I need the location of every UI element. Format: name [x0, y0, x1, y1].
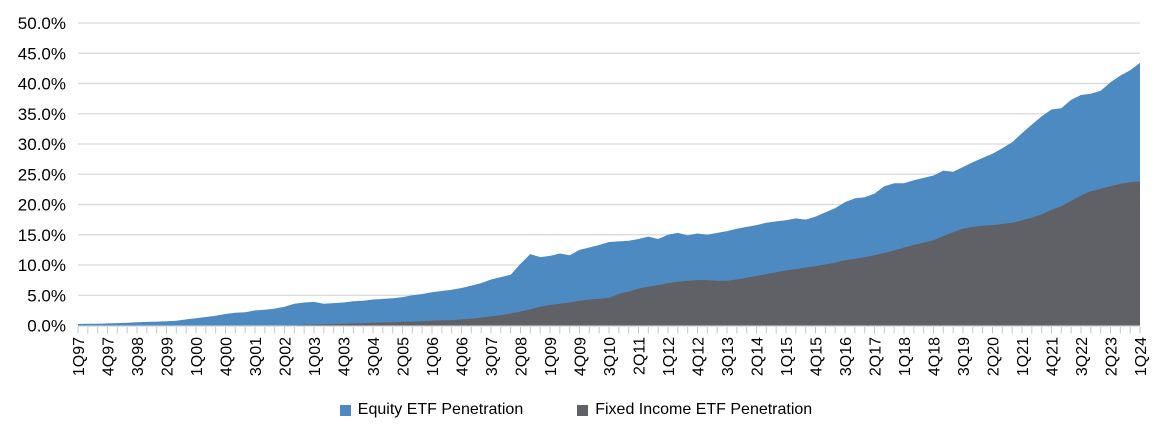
x-axis-label: 1Q21 — [1015, 337, 1032, 376]
x-axis-label: 3Q04 — [366, 337, 383, 376]
x-axis-label: 4Q97 — [101, 337, 118, 376]
x-axis-label: 2Q11 — [632, 337, 649, 375]
x-axis-label: 4Q09 — [573, 337, 590, 376]
x-axis-label: 2Q20 — [986, 337, 1003, 376]
legend-item-equity: Equity ETF Penetration — [339, 401, 524, 419]
x-axis-label: 3Q01 — [248, 337, 265, 376]
x-axis-label: 4Q18 — [927, 337, 944, 376]
x-axis-label: 2Q99 — [160, 337, 177, 376]
y-axis-label: 40.0% — [18, 75, 66, 94]
x-axis-label: 4Q21 — [1045, 337, 1062, 376]
y-axis-label: 50.0% — [18, 14, 66, 33]
x-axis-label: 4Q06 — [455, 337, 472, 376]
x-axis-label: 4Q12 — [691, 337, 708, 376]
y-axis-label: 35.0% — [18, 105, 66, 124]
y-axis-label: 10.0% — [18, 256, 66, 275]
fixed-income-area — [78, 181, 1140, 326]
x-axis-label: 4Q15 — [809, 337, 826, 376]
x-axis-label: 1Q24 — [1133, 337, 1150, 376]
y-axis-label: 5.0% — [27, 286, 66, 305]
y-axis-label: 20.0% — [18, 196, 66, 215]
x-axis-label: 1Q18 — [897, 337, 914, 376]
x-axis-label: 1Q03 — [307, 337, 324, 376]
legend-label-equity: Equity ETF Penetration — [357, 401, 524, 418]
legend-swatch-equity-icon — [339, 404, 351, 416]
x-axis-label: 3Q19 — [956, 337, 973, 376]
y-axis-label: 30.0% — [18, 135, 66, 154]
x-axis-label: 2Q14 — [750, 337, 767, 376]
chart-legend: Equity ETF Penetration Fixed Income ETF … — [0, 401, 1152, 419]
y-axis-label: 45.0% — [18, 44, 66, 63]
y-axis-label: 15.0% — [18, 226, 66, 245]
legend-label-fixed-income: Fixed Income ETF Penetration — [595, 401, 813, 418]
x-axis-label: 3Q98 — [130, 337, 147, 376]
x-axis-label: 1Q00 — [189, 337, 206, 376]
x-axis-label: 3Q10 — [602, 337, 619, 376]
x-axis-label: 1Q15 — [779, 337, 796, 376]
x-axis-label: 1Q09 — [543, 337, 560, 376]
x-axis-label: 1Q97 — [71, 337, 88, 376]
legend-swatch-fixed-income-icon — [577, 404, 589, 416]
x-axis-label: 2Q08 — [514, 337, 531, 376]
x-axis-label: 2Q23 — [1104, 337, 1121, 376]
x-axis-label: 3Q07 — [484, 337, 501, 376]
y-axis-label: 0.0% — [27, 317, 66, 336]
y-axis-label: 25.0% — [18, 165, 66, 184]
x-axis-label: 1Q12 — [661, 337, 678, 376]
x-axis-label: 4Q03 — [337, 337, 354, 376]
x-axis-label: 3Q13 — [720, 337, 737, 376]
x-axis-label: 4Q00 — [219, 337, 236, 376]
x-axis-label: 2Q02 — [278, 337, 295, 376]
x-axis-label: 1Q06 — [425, 337, 442, 376]
legend-item-fixed-income: Fixed Income ETF Penetration — [577, 401, 812, 419]
x-axis-label: 2Q17 — [868, 337, 885, 376]
x-axis-label: 3Q16 — [838, 337, 855, 376]
x-axis-label: 3Q22 — [1074, 337, 1091, 376]
x-axis-label: 2Q05 — [396, 337, 413, 376]
